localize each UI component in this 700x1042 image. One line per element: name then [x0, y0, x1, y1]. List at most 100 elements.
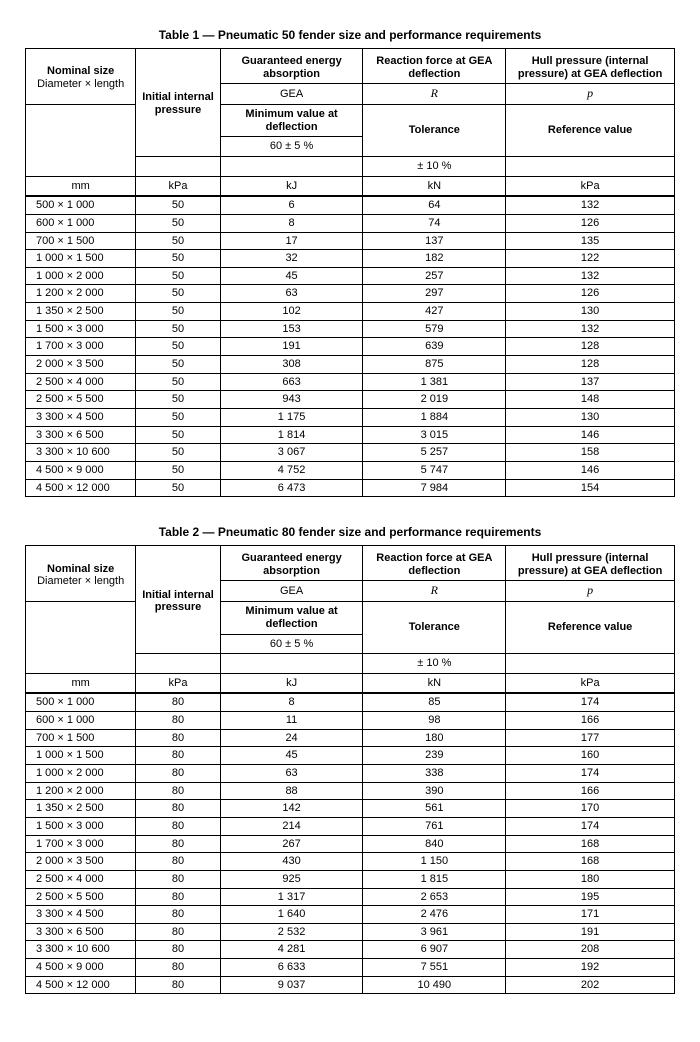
cell-ip: 80: [136, 959, 220, 977]
hdr-r-sub1: Tolerance: [363, 602, 506, 654]
cell-gea: 6 473: [220, 479, 363, 497]
cell-r: 182: [363, 250, 506, 268]
cell-ip: 50: [136, 426, 220, 444]
cell-ip: 50: [136, 408, 220, 426]
hdr-gea-sub1: Minimum value at deflection: [220, 105, 363, 137]
table-row: 1 700 × 3 00050191639128: [26, 338, 675, 356]
cell-r: 5 747: [363, 461, 506, 479]
hdr-r-sub2: ± 10 %: [363, 654, 506, 674]
cell-size: 500 × 1 000: [26, 196, 136, 214]
cell-r: 639: [363, 338, 506, 356]
cell-size: 4 500 × 12 000: [26, 976, 136, 994]
cell-ip: 80: [136, 923, 220, 941]
cell-gea: 153: [220, 320, 363, 338]
table-row: 2 500 × 4 000809251 815180: [26, 870, 675, 888]
cell-gea: 4 752: [220, 461, 363, 479]
cell-size: 1 500 × 3 000: [26, 817, 136, 835]
cell-size: 3 300 × 4 500: [26, 906, 136, 924]
cell-r: 1 884: [363, 408, 506, 426]
cell-p: 174: [506, 817, 675, 835]
cell-r: 7 551: [363, 959, 506, 977]
cell-gea: 8: [220, 693, 363, 711]
cell-gea: 191: [220, 338, 363, 356]
cell-gea: 663: [220, 373, 363, 391]
cell-gea: 4 281: [220, 941, 363, 959]
cell-gea: 8: [220, 214, 363, 232]
cell-gea: 63: [220, 285, 363, 303]
cell-r: 875: [363, 356, 506, 374]
cell-size: 3 300 × 6 500: [26, 426, 136, 444]
cell-ip: 80: [136, 870, 220, 888]
cell-ip: 80: [136, 729, 220, 747]
table-row: 4 500 × 9 000806 6337 551192: [26, 959, 675, 977]
cell-r: 74: [363, 214, 506, 232]
hdr-p-sym: p: [506, 84, 675, 105]
cell-size: 2 500 × 4 000: [26, 373, 136, 391]
cell-p: 174: [506, 693, 675, 711]
cell-size: 1 000 × 2 000: [26, 765, 136, 783]
table-row: 4 500 × 12 000506 4737 984154: [26, 479, 675, 497]
cell-r: 3 961: [363, 923, 506, 941]
cell-size: 1 500 × 3 000: [26, 320, 136, 338]
cell-ip: 80: [136, 835, 220, 853]
cell-ip: 80: [136, 941, 220, 959]
hdr-unit-kpa2: kPa: [506, 673, 675, 693]
cell-ip: 80: [136, 782, 220, 800]
cell-size: 1 000 × 1 500: [26, 250, 136, 268]
cell-gea: 308: [220, 356, 363, 374]
hdr-p-top: Hull pressure (internal pressure) at GEA…: [506, 546, 675, 581]
table-row: 1 200 × 2 0005063297126: [26, 285, 675, 303]
cell-p: 132: [506, 267, 675, 285]
table-row: 500 × 1 00080885174: [26, 693, 675, 711]
table-row: 500 × 1 00050664132: [26, 196, 675, 214]
table-row: 3 300 × 4 500801 6402 476171: [26, 906, 675, 924]
cell-r: 3 015: [363, 426, 506, 444]
cell-r: 6 907: [363, 941, 506, 959]
hdr-gea-sym: GEA: [220, 84, 363, 105]
table-row: 3 300 × 6 500802 5323 961191: [26, 923, 675, 941]
cell-ip: 50: [136, 196, 220, 214]
cell-gea: 6: [220, 196, 363, 214]
cell-p: 202: [506, 976, 675, 994]
cell-p: 160: [506, 747, 675, 765]
cell-p: 154: [506, 479, 675, 497]
cell-r: 137: [363, 232, 506, 250]
cell-r: 2 019: [363, 391, 506, 409]
cell-gea: 45: [220, 747, 363, 765]
cell-r: 64: [363, 196, 506, 214]
cell-size: 2 000 × 3 500: [26, 356, 136, 374]
cell-r: 1 150: [363, 853, 506, 871]
cell-r: 98: [363, 712, 506, 730]
cell-size: 2 500 × 5 500: [26, 888, 136, 906]
cell-size: 3 300 × 4 500: [26, 408, 136, 426]
cell-p: 171: [506, 906, 675, 924]
cell-size: 1 000 × 1 500: [26, 747, 136, 765]
cell-size: 600 × 1 000: [26, 712, 136, 730]
cell-r: 761: [363, 817, 506, 835]
cell-size: 700 × 1 500: [26, 729, 136, 747]
table-row: 3 300 × 10 600804 2816 907208: [26, 941, 675, 959]
cell-gea: 943: [220, 391, 363, 409]
cell-gea: 1 175: [220, 408, 363, 426]
cell-gea: 32: [220, 250, 363, 268]
cell-p: 126: [506, 214, 675, 232]
cell-p: 126: [506, 285, 675, 303]
cell-gea: 17: [220, 232, 363, 250]
cell-gea: 1 640: [220, 906, 363, 924]
cell-gea: 102: [220, 303, 363, 321]
table-title: Table 2 — Pneumatic 80 fender size and p…: [25, 525, 675, 539]
cell-ip: 50: [136, 285, 220, 303]
table-row: 3 300 × 4 500501 1751 884130: [26, 408, 675, 426]
cell-size: 700 × 1 500: [26, 232, 136, 250]
cell-p: 146: [506, 426, 675, 444]
hdr-initial-pressure: Initial internal pressure: [136, 546, 220, 654]
hdr-gea-top: Guaranteed energy absorption: [220, 546, 363, 581]
table-row: 1 350 × 2 50080142561170: [26, 800, 675, 818]
cell-size: 2 500 × 5 500: [26, 391, 136, 409]
cell-p: 132: [506, 196, 675, 214]
cell-ip: 80: [136, 906, 220, 924]
cell-size: 3 300 × 10 600: [26, 941, 136, 959]
hdr-gea-sym: GEA: [220, 581, 363, 602]
cell-r: 840: [363, 835, 506, 853]
hdr-r-sub1: Tolerance: [363, 105, 506, 157]
